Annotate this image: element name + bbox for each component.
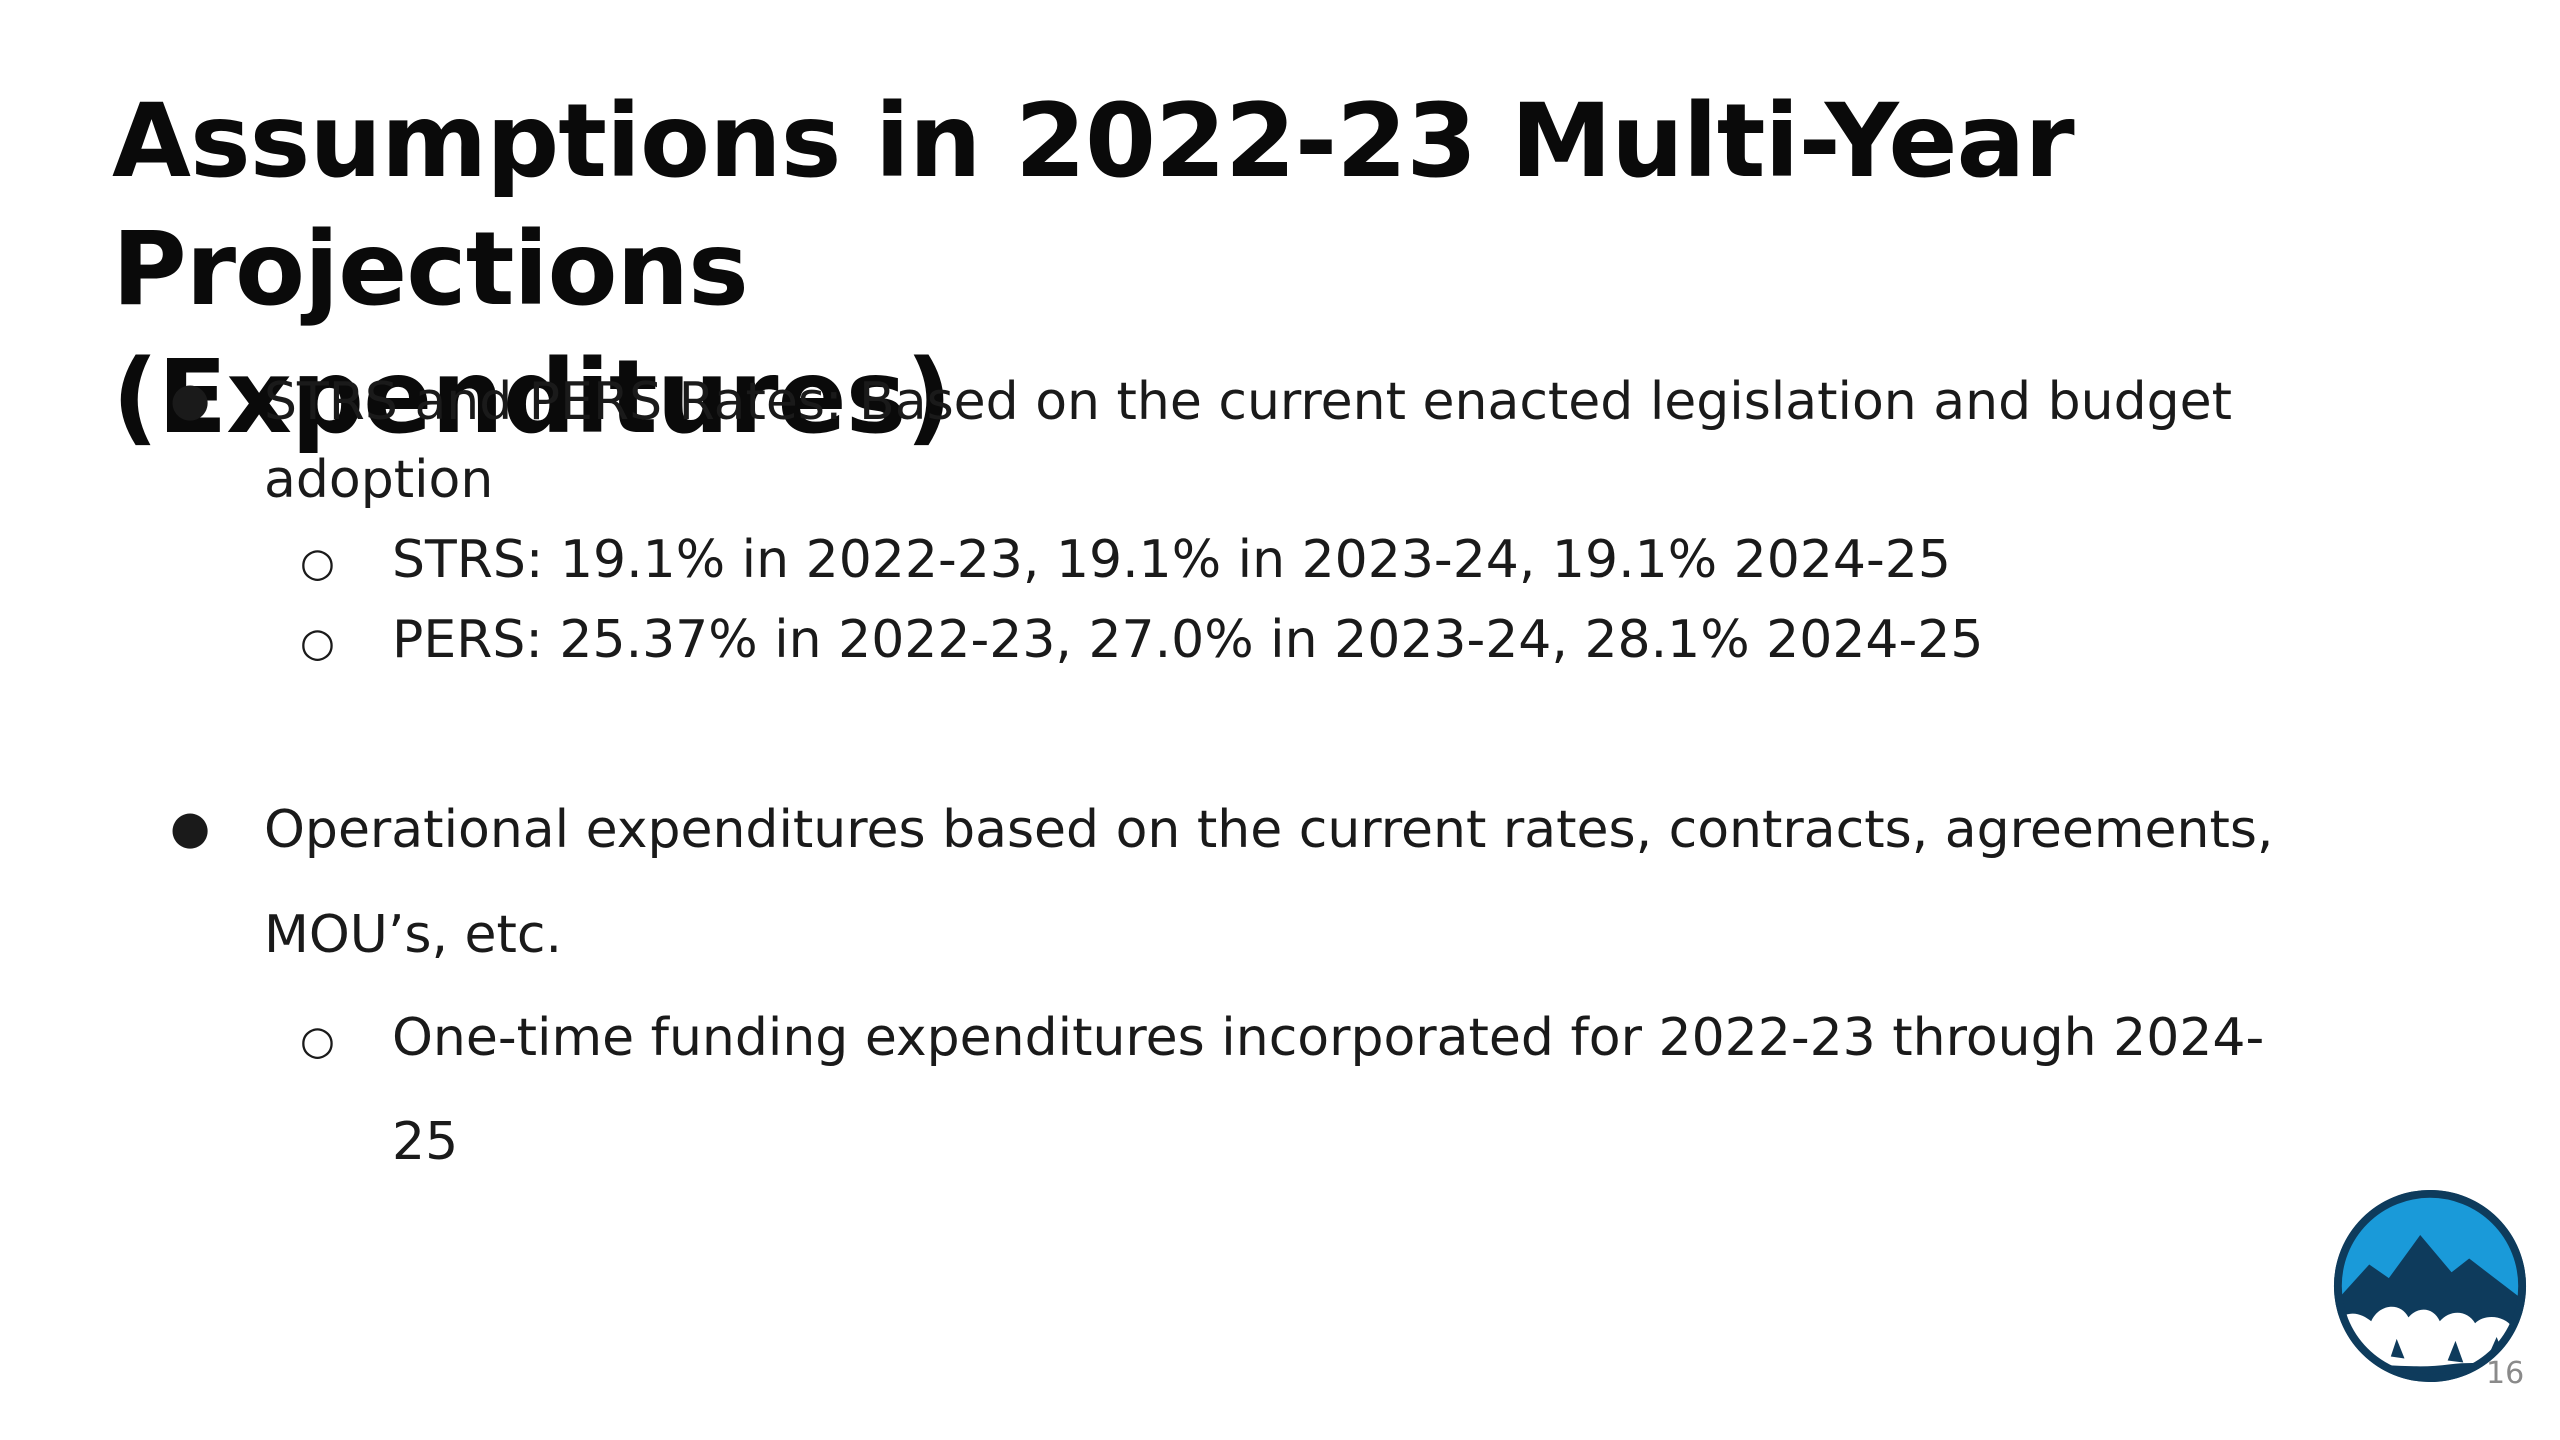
bullet-marker: ●	[170, 800, 211, 854]
sub-bullet-pers: PERS: 25.37% in 2022-23, 27.0% in 2023-2…	[392, 610, 1984, 670]
slide-title-line-2: (Expenditures)	[112, 338, 952, 457]
sub-bullet-marker: ○	[300, 620, 335, 666]
sub-bullet-one-time-line-1: One-time funding expenditures incorporat…	[392, 1008, 2265, 1068]
bullet-1-line-2: adoption	[264, 450, 494, 510]
slide-title-line-1: Assumptions in 2022-23 Multi-Year Projec…	[112, 82, 2075, 329]
sub-bullet-marker: ○	[300, 1018, 335, 1064]
sub-bullet-strs: STRS: 19.1% in 2022-23, 19.1% in 2023-24…	[392, 530, 1951, 590]
page-number: 16	[2486, 1356, 2525, 1391]
sub-bullet-marker: ○	[300, 540, 335, 586]
bullet-2-line-2: MOU’s, etc.	[264, 905, 563, 965]
bullet-1-line-1: STRS and PERS Rates: Based on the curren…	[264, 372, 2232, 432]
bullet-2-line-1: Operational expenditures based on the cu…	[264, 800, 2274, 860]
bullet-marker: ●	[170, 372, 211, 426]
slide-title: Assumptions in 2022-23 Multi-Year Projec…	[112, 78, 2532, 462]
sub-bullet-one-time-line-2: 25	[392, 1112, 459, 1172]
mountain-logo-icon	[2333, 1189, 2527, 1383]
